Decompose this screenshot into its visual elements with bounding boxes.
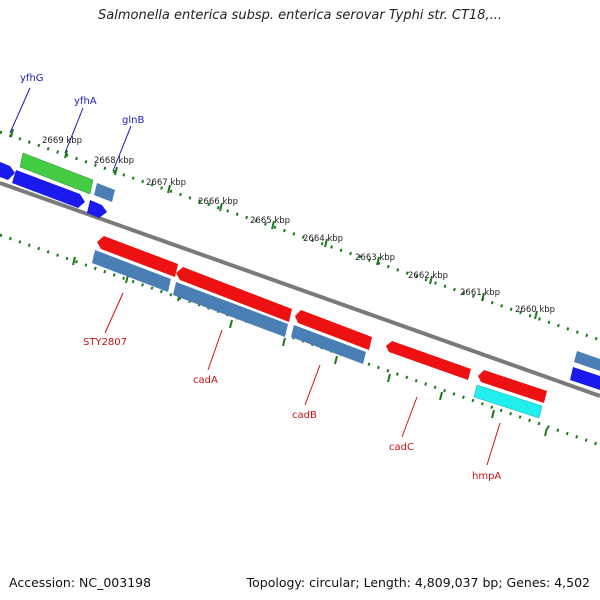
gene-arrow-red[interactable]	[386, 341, 471, 380]
reverse-label-leaders	[104, 292, 501, 466]
gene-arrow-red[interactable]	[97, 236, 178, 277]
gene-arrow-blue[interactable]	[0, 162, 15, 180]
kbp-label: 2665 kbp	[250, 216, 290, 226]
gene-arrow-cyan[interactable]	[473, 384, 543, 419]
gene-arrow-steelblue[interactable]	[574, 351, 600, 371]
accession-label: Accession: NC_003198	[9, 575, 152, 590]
kbp-label: 2663 kbp	[355, 253, 395, 263]
gene-arrow-steelblue[interactable]	[92, 250, 171, 292]
gene-label-cadA[interactable]: cadA	[193, 375, 218, 386]
gene-arrow-red[interactable]	[295, 310, 372, 350]
gene-arrow-steelblue[interactable]	[291, 325, 366, 364]
gene-arrow-red[interactable]	[478, 370, 547, 403]
kbp-label: 2662 kbp	[408, 271, 448, 281]
forward-major-ticks	[10, 128, 538, 320]
genome-backbone	[0, 181, 600, 398]
gene-label-glnB[interactable]: glnB	[122, 115, 144, 126]
gene-arrow-red[interactable]	[176, 267, 292, 322]
kbp-label: 2666 kbp	[198, 197, 238, 207]
gene-arrow-blue[interactable]	[570, 367, 600, 390]
gene-label-cadC[interactable]: cadC	[389, 442, 414, 453]
gene-arrow-steelblue[interactable]	[94, 183, 115, 202]
gene-label-STY2807[interactable]: STY2807	[83, 337, 127, 348]
gene-arrow-green[interactable]	[19, 152, 94, 195]
kbp-label: 2668 kbp	[94, 156, 134, 166]
gene-arrow-blue[interactable]	[12, 170, 85, 208]
gene-label-yfhG[interactable]: yfhG	[20, 73, 44, 84]
kbp-label: 2664 kbp	[303, 234, 343, 244]
kbp-label: 2661 kbp	[460, 288, 500, 298]
genome-summary: Topology: circular; Length: 4,809,037 bp…	[246, 575, 590, 590]
gene-label-yfhA[interactable]: yfhA	[74, 96, 97, 107]
forward-tick-track	[0, 130, 600, 342]
gene-label-cadB[interactable]: cadB	[292, 410, 317, 421]
kbp-label: 2669 kbp	[42, 136, 82, 146]
gene-arrow-blue[interactable]	[87, 200, 107, 218]
kbp-label: 2660 kbp	[515, 305, 555, 315]
map-title: Salmonella enterica subsp. enterica sero…	[98, 8, 502, 23]
gene-arrow-steelblue[interactable]	[173, 282, 288, 337]
gene-label-hmpA[interactable]: hmpA	[472, 471, 501, 482]
kbp-label: 2667 kbp	[146, 178, 186, 188]
forward-label-leaders	[9, 87, 132, 172]
